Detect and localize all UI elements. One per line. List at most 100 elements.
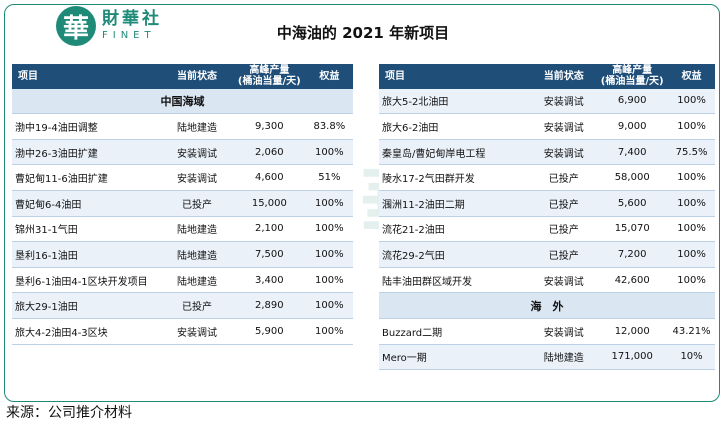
peak-capacity: 9,300 <box>232 113 306 140</box>
project-name: 涠洲11-2油田二期 <box>379 190 532 217</box>
table-row: Buzzard二期 安装调试 12,000 43.21% <box>379 318 715 345</box>
table-row: 陵水17-2气田群开发 已投产 58,000 100% <box>379 164 715 191</box>
header-capacity: 高峰产量 (桶油当量/天) <box>596 64 669 89</box>
equity-share: 100% <box>668 190 715 217</box>
project-name: 曹妃甸6-4油田 <box>12 190 162 217</box>
peak-capacity: 7,500 <box>232 241 306 268</box>
project-status: 已投产 <box>531 164 597 191</box>
table-row: 垦利16-1油田 陆地建造 7,500 100% <box>12 241 353 268</box>
peak-capacity: 5,900 <box>232 318 306 345</box>
equity-share: 100% <box>668 216 715 243</box>
table-row: 流花21-2油田 已投产 15,070 100% <box>379 216 715 243</box>
peak-capacity: 9,000 <box>596 113 669 140</box>
finet-logo: 華 財華社 FINET <box>56 6 162 46</box>
peak-capacity: 6,900 <box>596 88 669 115</box>
project-status: 安装调试 <box>531 88 597 115</box>
table-row: 渤中19-4油田调整 陆地建造 9,300 83.8% <box>12 113 353 140</box>
equity-share: 100% <box>668 88 715 115</box>
equity-share: 100% <box>668 241 715 268</box>
project-name: 秦皇岛/曹妃甸岸电工程 <box>379 139 532 166</box>
equity-share: 100% <box>668 267 715 294</box>
project-status: 陆地建造 <box>161 267 233 294</box>
table-row: 旅大4-2油田4-3区块 安装调试 5,900 100% <box>12 318 353 345</box>
project-name: 旅大5-2北油田 <box>379 88 532 115</box>
equity-share: 100% <box>305 139 353 166</box>
equity-share: 100% <box>668 164 715 191</box>
project-name: 旅大4-2油田4-3区块 <box>12 318 162 345</box>
peak-capacity: 15,000 <box>232 190 306 217</box>
project-status: 安装调试 <box>531 318 597 345</box>
project-status: 安装调试 <box>161 164 233 191</box>
project-status: 安装调试 <box>531 113 597 140</box>
project-status: 已投产 <box>531 216 597 243</box>
table-row: 曹妃甸11-6油田扩建 安装调试 4,600 51% <box>12 164 353 191</box>
page-title: 中海油的 2021 年新项目 <box>276 24 450 42</box>
project-name: 锦州31-1气田 <box>12 216 162 243</box>
logo-seal-icon: 華 <box>56 6 96 46</box>
section-row: 中国海域 <box>12 88 353 115</box>
peak-capacity: 7,400 <box>596 139 669 166</box>
table-row: 涠洲11-2油田二期 已投产 5,600 100% <box>379 190 715 217</box>
project-status: 陆地建造 <box>161 216 233 243</box>
equity-share: 100% <box>305 216 353 243</box>
project-status: 陆地建造 <box>531 344 597 371</box>
header-equity: 权益 <box>305 64 353 89</box>
equity-share: 83.8% <box>305 113 353 140</box>
project-status: 安装调试 <box>161 139 233 166</box>
logo-cn: 財華社 <box>102 9 162 29</box>
peak-capacity: 2,060 <box>232 139 306 166</box>
table-row: 曹妃甸6-4油田 已投产 15,000 100% <box>12 190 353 217</box>
project-name: Mero一期 <box>379 344 532 371</box>
logo-en: FINET <box>102 30 156 41</box>
table-row: 锦州31-1气田 陆地建造 2,100 100% <box>12 216 353 243</box>
equity-share: 51% <box>305 164 353 191</box>
project-name: 流花21-2油田 <box>379 216 532 243</box>
table-row: 陆丰油田群区域开发 安装调试 42,600 100% <box>379 267 715 294</box>
header-equity: 权益 <box>668 64 715 89</box>
project-status: 安装调试 <box>161 318 233 345</box>
table-row: 旅大29-1油田 已投产 2,890 100% <box>12 292 353 319</box>
project-name: 旅大29-1油田 <box>12 292 162 319</box>
peak-capacity: 171,000 <box>596 344 669 371</box>
table-header-row: 项目 当前状态 高峰产量 (桶油当量/天) 权益 <box>379 64 715 89</box>
section-label: 海 外 <box>379 292 715 319</box>
project-name: 曹妃甸11-6油田扩建 <box>12 164 162 191</box>
equity-share: 100% <box>305 267 353 294</box>
peak-capacity: 12,000 <box>596 318 669 345</box>
project-name: 陆丰油田群区域开发 <box>379 267 532 294</box>
peak-capacity: 5,600 <box>596 190 669 217</box>
project-status: 安装调试 <box>531 139 597 166</box>
peak-capacity: 42,600 <box>596 267 669 294</box>
projects-table-left: 项目 当前状态 高峰产量 (桶油当量/天) 权益 中国海域 渤中19-4油田调整 陆地… <box>12 64 353 345</box>
equity-share: 100% <box>305 318 353 345</box>
header-status: 当前状态 <box>161 64 233 89</box>
equity-share: 43.21% <box>668 318 715 345</box>
equity-share: 75.5% <box>668 139 715 166</box>
table-row: 垦利6-1油田4-1区块开发项目 陆地建造 3,400 100% <box>12 267 353 294</box>
project-name: 旅大6-2油田 <box>379 113 532 140</box>
table-row: 秦皇岛/曹妃甸岸电工程 安装调试 7,400 75.5% <box>379 139 715 166</box>
source-note: 来源：公司推介材料 <box>6 405 132 421</box>
project-name: 渤中26-3油田扩建 <box>12 139 162 166</box>
table-row: 旅大5-2北油田 安装调试 6,900 100% <box>379 88 715 115</box>
table-header-row: 项目 当前状态 高峰产量 (桶油当量/天) 权益 <box>12 64 353 89</box>
table-row: Mero一期 陆地建造 171,000 10% <box>379 344 715 371</box>
project-status: 陆地建造 <box>161 241 233 268</box>
project-status: 已投产 <box>161 190 233 217</box>
header-name: 项目 <box>12 64 162 89</box>
project-name: 渤中19-4油田调整 <box>12 113 162 140</box>
peak-capacity: 58,000 <box>596 164 669 191</box>
peak-capacity: 7,200 <box>596 241 669 268</box>
table-row: 渤中26-3油田扩建 安装调试 2,060 100% <box>12 139 353 166</box>
peak-capacity: 2,100 <box>232 216 306 243</box>
section-row: 海 外 <box>379 292 715 319</box>
table-row: 旅大6-2油田 安装调试 9,000 100% <box>379 113 715 140</box>
peak-capacity: 3,400 <box>232 267 306 294</box>
project-status: 安装调试 <box>531 267 597 294</box>
peak-capacity: 4,600 <box>232 164 306 191</box>
header-name: 项目 <box>379 64 532 89</box>
equity-share: 100% <box>305 241 353 268</box>
equity-share: 10% <box>668 344 715 371</box>
project-name: 垦利6-1油田4-1区块开发项目 <box>12 267 162 294</box>
projects-table-right: 项目 当前状态 高峰产量 (桶油当量/天) 权益 旅大5-2北油田 安装调试 6,90… <box>379 64 715 371</box>
